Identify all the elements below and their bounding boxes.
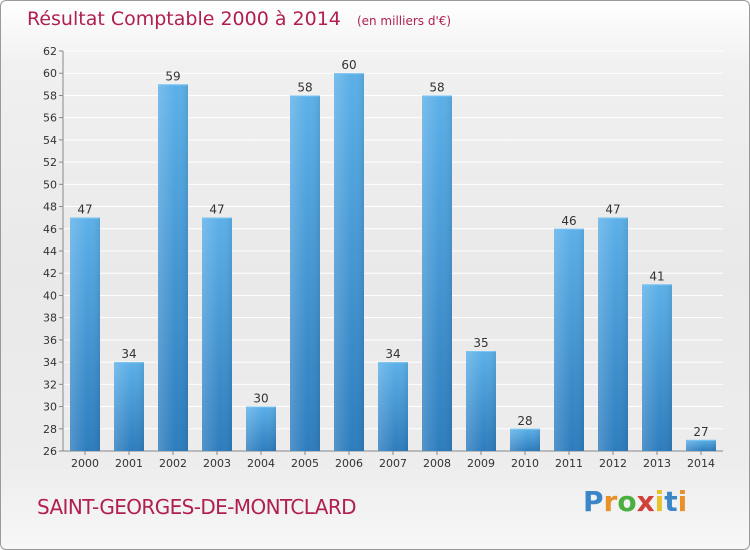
data-label: 34 xyxy=(385,347,400,361)
data-label: 41 xyxy=(649,269,664,283)
x-tick-label: 2010 xyxy=(511,457,539,470)
logo-letter: i xyxy=(677,485,688,518)
commune-name: SAINT-GEORGES-DE-MONTCLARD xyxy=(37,495,357,519)
data-label: 47 xyxy=(209,203,224,217)
x-tick-label: 2003 xyxy=(203,457,231,470)
data-label: 47 xyxy=(605,203,620,217)
x-tick-label: 2013 xyxy=(643,457,671,470)
y-tick-label: 28 xyxy=(43,423,57,436)
data-label: 60 xyxy=(341,58,356,72)
bar-highlight xyxy=(334,73,364,451)
data-label: 30 xyxy=(253,392,268,406)
bar-highlight xyxy=(554,228,584,451)
data-labels: 47 34 59 47 30 58 60 34 58 35 28 46 47 41 27 xyxy=(77,58,708,439)
proxiti-logo: Proxiti xyxy=(583,485,687,518)
data-label: 58 xyxy=(297,80,312,94)
y-tick-label: 36 xyxy=(43,334,57,347)
y-tick-label: 56 xyxy=(43,112,57,125)
logo-letter: i xyxy=(654,485,665,518)
x-tick-label: 2007 xyxy=(379,457,407,470)
y-tick-label: 48 xyxy=(43,201,57,214)
y-tick-label: 52 xyxy=(43,156,57,169)
data-label: 28 xyxy=(517,414,532,428)
x-tick-label: 2008 xyxy=(423,457,451,470)
y-tick-label: 42 xyxy=(43,267,57,280)
chart-title: Résultat Comptable 2000 à 2014 (en milli… xyxy=(27,8,451,30)
bar-highlight xyxy=(598,217,628,451)
y-tick-label: 44 xyxy=(43,245,57,258)
x-tick-label: 2006 xyxy=(335,457,363,470)
bar-highlight xyxy=(246,406,276,451)
logo-letter: t xyxy=(664,485,678,518)
bar-highlight xyxy=(378,362,408,451)
data-label: 59 xyxy=(165,69,180,83)
bar-highlight xyxy=(158,84,188,451)
bar-highlight xyxy=(466,351,496,451)
bar-highlight xyxy=(686,439,716,451)
y-tick-label: 26 xyxy=(43,445,57,458)
bars xyxy=(70,73,716,451)
logo-letter: P xyxy=(583,485,604,518)
logo-letter: o xyxy=(617,485,637,518)
x-tick-label: 2002 xyxy=(159,457,187,470)
bar-highlight xyxy=(510,428,540,451)
bar-highlight xyxy=(202,217,232,451)
x-tick-label: 2012 xyxy=(599,457,627,470)
data-label: 47 xyxy=(77,203,92,217)
y-tick-label: 32 xyxy=(43,378,57,391)
y-tick-label: 58 xyxy=(43,89,57,102)
x-tick-label: 2009 xyxy=(467,457,495,470)
y-tick-label: 62 xyxy=(43,45,57,58)
y-tick-label: 34 xyxy=(43,356,57,369)
data-label: 46 xyxy=(561,214,576,228)
bar-highlight xyxy=(114,362,144,451)
bar-highlight xyxy=(642,284,672,451)
y-tick-label: 46 xyxy=(43,223,57,236)
bar-highlight xyxy=(70,217,100,451)
x-tick-label: 2004 xyxy=(247,457,275,470)
bar-highlight xyxy=(290,95,320,451)
y-tick-label: 60 xyxy=(43,67,57,80)
y-tick-label: 30 xyxy=(43,401,57,414)
chart-subtitle: (en milliers d'€) xyxy=(356,14,452,28)
x-tick-label: 2000 xyxy=(71,457,99,470)
y-tick-label: 54 xyxy=(43,134,57,147)
x-tick-label: 2005 xyxy=(291,457,319,470)
y-tick-label: 40 xyxy=(43,289,57,302)
y-tick-label: 50 xyxy=(43,178,57,191)
x-tick-label: 2001 xyxy=(115,457,143,470)
data-label: 34 xyxy=(121,347,136,361)
data-label: 27 xyxy=(693,425,708,439)
chart-title-text: Résultat Comptable 2000 à 2014 xyxy=(27,8,341,30)
y-tick-label: 38 xyxy=(43,312,57,325)
logo-letter: r xyxy=(603,485,618,518)
x-tick-label: 2014 xyxy=(687,457,715,470)
logo-letter: x xyxy=(636,485,655,518)
data-label: 58 xyxy=(429,80,444,94)
x-tick-label: 2011 xyxy=(555,457,583,470)
data-label: 35 xyxy=(473,336,488,350)
bar-highlight xyxy=(422,95,452,451)
